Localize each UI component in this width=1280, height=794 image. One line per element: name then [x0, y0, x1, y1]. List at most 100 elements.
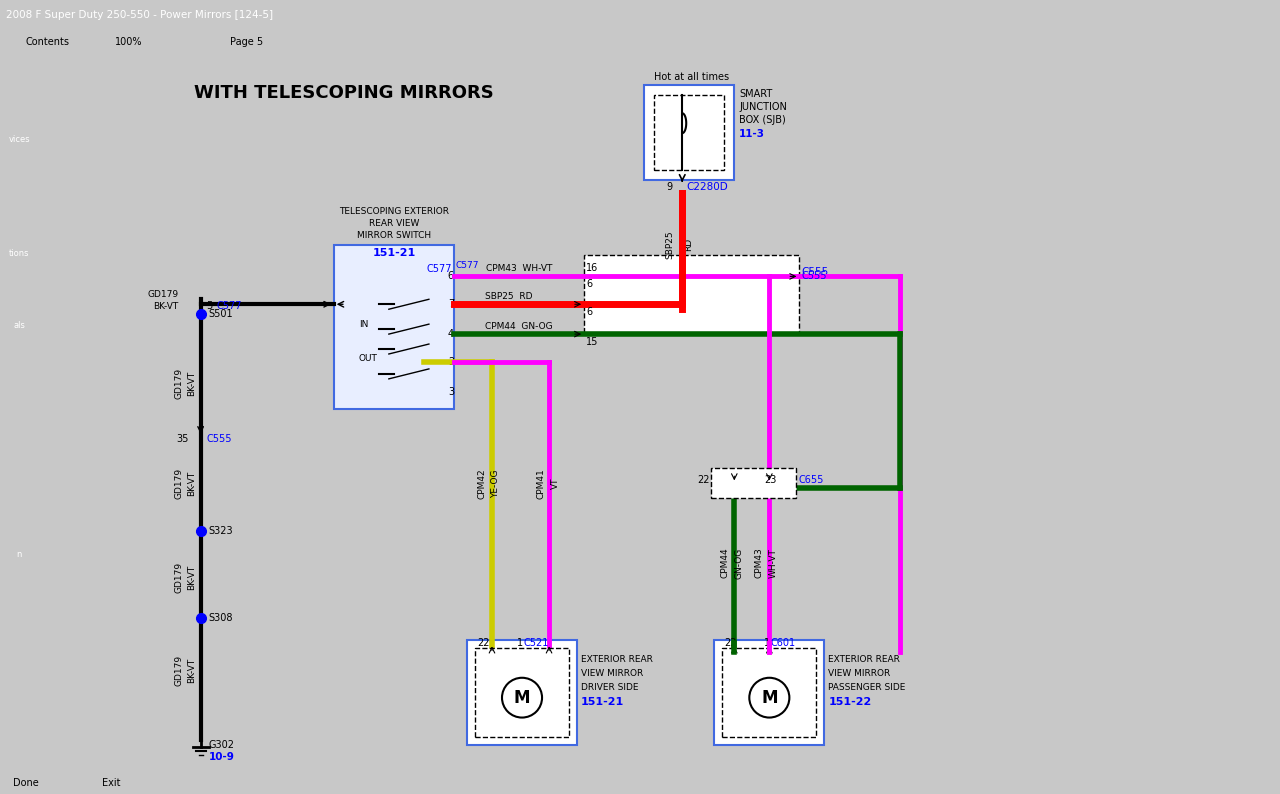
Text: CPM43: CPM43: [755, 548, 764, 578]
Text: Page 5: Page 5: [230, 37, 264, 48]
Text: VIEW MIRROR: VIEW MIRROR: [581, 669, 644, 678]
Text: Done: Done: [13, 778, 38, 788]
Text: C521: C521: [524, 638, 548, 649]
Text: EXTERIOR REAR: EXTERIOR REAR: [581, 655, 653, 665]
Text: BK-VT: BK-VT: [188, 372, 197, 396]
Text: 151-21: 151-21: [372, 248, 416, 257]
Bar: [467, 641, 577, 745]
Bar: [712, 468, 796, 498]
Text: GD179: GD179: [174, 562, 183, 593]
Text: GD179: GD179: [174, 368, 183, 399]
Text: 151-22: 151-22: [828, 697, 872, 707]
Text: 9: 9: [666, 182, 672, 192]
Text: CPM42: CPM42: [477, 468, 486, 499]
Text: 7: 7: [448, 299, 454, 309]
Bar: [654, 95, 724, 170]
Text: BK-VT: BK-VT: [188, 657, 197, 683]
Text: 15: 15: [586, 337, 599, 347]
Text: 10-9: 10-9: [209, 752, 234, 762]
Text: 22: 22: [477, 638, 489, 649]
Text: C555: C555: [801, 272, 827, 281]
Text: 151-21: 151-21: [581, 697, 625, 707]
Circle shape: [502, 678, 541, 718]
Bar: [714, 641, 824, 745]
Text: C577: C577: [216, 301, 242, 311]
Text: GN-OG: GN-OG: [735, 547, 744, 579]
Text: C601: C601: [771, 638, 795, 649]
Text: 2: 2: [448, 357, 454, 367]
Text: C577: C577: [426, 264, 452, 275]
Text: C555: C555: [801, 268, 828, 277]
Text: WH-VT: WH-VT: [769, 548, 778, 578]
Text: DRIVER SIDE: DRIVER SIDE: [581, 683, 639, 692]
Text: 23: 23: [764, 476, 776, 485]
Text: Hot at all times: Hot at all times: [654, 72, 730, 83]
Text: CPM44: CPM44: [721, 548, 730, 578]
Text: Exit: Exit: [102, 778, 120, 788]
Text: tions: tions: [9, 249, 29, 258]
Text: S323: S323: [209, 526, 233, 536]
Text: OUT: OUT: [358, 354, 378, 364]
Text: VIEW MIRROR: VIEW MIRROR: [828, 669, 891, 678]
Text: 10A: 10A: [687, 128, 707, 138]
Text: 4: 4: [448, 329, 454, 339]
Text: EXTERIOR REAR: EXTERIOR REAR: [828, 655, 900, 665]
Text: BK-VT: BK-VT: [154, 302, 179, 310]
Text: 22: 22: [724, 638, 737, 649]
Text: 22: 22: [696, 476, 709, 485]
Text: 5: 5: [206, 301, 212, 311]
Text: PASSENGER SIDE: PASSENGER SIDE: [828, 683, 906, 692]
Bar: [475, 649, 570, 737]
Text: 100%: 100%: [115, 37, 142, 48]
Text: GD179: GD179: [174, 468, 183, 499]
Text: SBP25: SBP25: [666, 230, 675, 259]
Text: 6: 6: [586, 307, 593, 318]
Text: C555: C555: [206, 434, 232, 444]
Text: SBP25  RD: SBP25 RD: [485, 292, 532, 301]
Text: C577: C577: [456, 261, 480, 271]
Text: vices: vices: [9, 134, 29, 144]
Text: WITH TELESCOPING MIRRORS: WITH TELESCOPING MIRRORS: [193, 84, 493, 102]
Text: 3: 3: [448, 387, 454, 397]
Bar: [644, 86, 735, 180]
Text: 6: 6: [586, 279, 593, 289]
Text: JUNCTION: JUNCTION: [740, 102, 787, 112]
Text: M: M: [513, 688, 530, 707]
Text: GD179: GD179: [147, 290, 179, 299]
Bar: [722, 649, 817, 737]
Text: CPM44  GN-OG: CPM44 GN-OG: [485, 322, 553, 330]
Text: BOX (SJB): BOX (SJB): [740, 115, 786, 125]
Text: CPM43  WH-VT: CPM43 WH-VT: [486, 264, 552, 273]
Text: C2280D: C2280D: [686, 182, 728, 192]
Bar: [584, 255, 800, 334]
Circle shape: [749, 678, 790, 718]
Text: Contents: Contents: [26, 37, 69, 48]
Text: 2008 F Super Duty 250-550 - Power Mirrors [124-5]: 2008 F Super Duty 250-550 - Power Mirror…: [6, 10, 274, 20]
Text: BK-VT: BK-VT: [188, 471, 197, 496]
Text: 16: 16: [586, 264, 598, 273]
Text: CPM41: CPM41: [536, 468, 545, 499]
Text: VT: VT: [550, 477, 559, 489]
Text: IN: IN: [358, 320, 369, 329]
Text: S308: S308: [209, 613, 233, 622]
Text: GD179: GD179: [174, 655, 183, 686]
Text: 13-11: 13-11: [666, 150, 699, 160]
Text: C655: C655: [799, 476, 824, 485]
Text: M: M: [762, 688, 777, 707]
Text: 1: 1: [517, 638, 524, 649]
Text: 11-3: 11-3: [740, 129, 765, 139]
Text: BK-VT: BK-VT: [188, 565, 197, 591]
Text: RD: RD: [684, 238, 692, 251]
Text: als: als: [13, 321, 26, 330]
Text: F25: F25: [687, 115, 705, 125]
Bar: [334, 245, 454, 409]
Text: S501: S501: [209, 309, 233, 319]
Text: REAR VIEW: REAR VIEW: [369, 219, 419, 228]
Text: 1: 1: [764, 638, 771, 649]
Text: MIRROR SWITCH: MIRROR SWITCH: [357, 231, 431, 240]
Text: 35: 35: [177, 434, 188, 444]
Text: 6: 6: [448, 272, 454, 281]
Text: YE-OG: YE-OG: [492, 469, 500, 498]
Text: SMART: SMART: [740, 90, 773, 99]
Text: n: n: [17, 550, 22, 559]
